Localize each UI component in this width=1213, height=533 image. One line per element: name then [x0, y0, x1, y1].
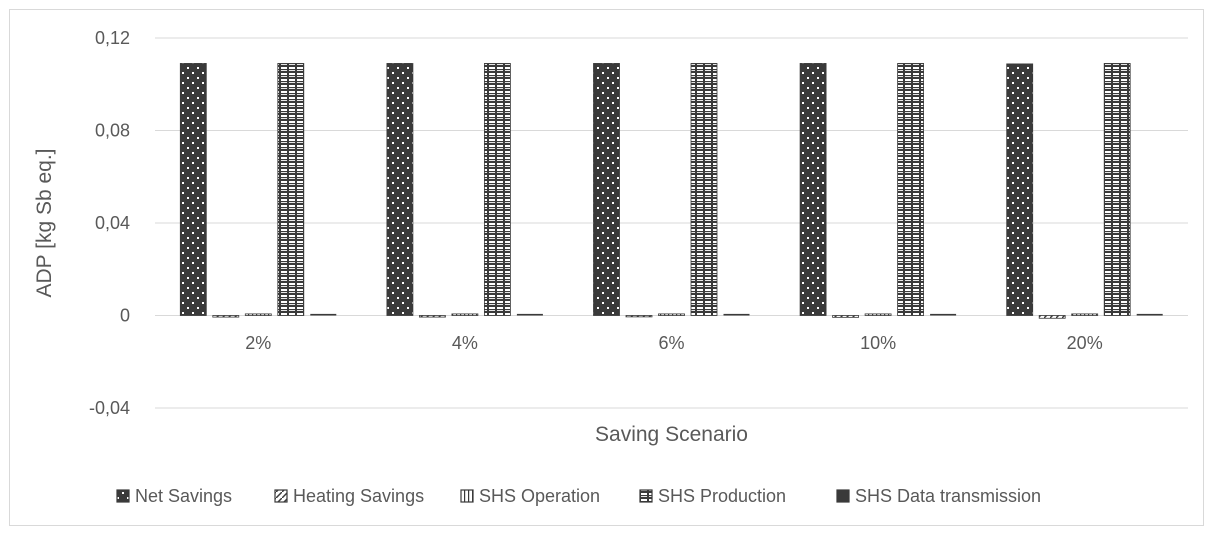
bar	[244, 313, 272, 316]
bar	[277, 63, 305, 316]
bar	[1136, 313, 1163, 316]
legend-label: SHS Production	[658, 486, 786, 506]
legend-swatch	[836, 489, 850, 503]
bar	[212, 315, 240, 318]
bar	[1038, 315, 1066, 319]
bar	[310, 313, 337, 316]
x-tick-label: 2%	[245, 333, 271, 353]
bar	[418, 315, 446, 318]
x-axis-ticks: 2% 4% 6% 10% 20%	[245, 333, 1102, 353]
y-tick-label: -0,04	[89, 398, 130, 418]
legend-swatch	[460, 489, 474, 503]
bar	[690, 63, 718, 316]
bar	[483, 63, 511, 316]
legend-swatch	[274, 489, 288, 503]
bar	[1006, 63, 1034, 316]
x-tick-label: 4%	[452, 333, 478, 353]
legend-label: Heating Savings	[293, 486, 424, 506]
x-tick-label: 6%	[658, 333, 684, 353]
y-tick-label: 0,04	[95, 213, 130, 233]
bar	[930, 313, 957, 316]
bar	[179, 63, 207, 316]
bar	[723, 313, 750, 316]
bar	[1103, 63, 1131, 316]
bar	[832, 315, 859, 318]
bar	[593, 63, 620, 316]
y-tick-label: 0	[120, 306, 130, 326]
bar	[799, 63, 827, 316]
y-axis-ticks: -0,04 0 0,04 0,08 0,12	[89, 28, 130, 418]
bar	[516, 313, 543, 316]
y-axis-title: ADP [kg Sb eq.]	[33, 148, 56, 297]
legend-label: SHS Data transmission	[855, 486, 1041, 506]
x-axis-title: Saving Scenario	[595, 423, 748, 446]
legend-swatch	[116, 489, 130, 503]
legend-label: Net Savings	[135, 486, 232, 506]
legend-label: SHS Operation	[479, 486, 600, 506]
bars	[179, 63, 1163, 319]
bar	[1071, 313, 1099, 316]
legend-swatch	[639, 489, 653, 503]
y-tick-label: 0,08	[95, 121, 130, 141]
bar	[451, 313, 479, 316]
bar	[625, 315, 653, 318]
legend: Net Savings Heating Savings SHS Operation S…	[116, 486, 1041, 506]
x-tick-label: 10%	[860, 333, 896, 353]
bar	[386, 63, 414, 316]
x-tick-label: 20%	[1067, 333, 1103, 353]
bar	[658, 313, 685, 316]
bar	[864, 313, 892, 316]
y-tick-label: 0,12	[95, 28, 130, 48]
bar	[897, 63, 924, 316]
